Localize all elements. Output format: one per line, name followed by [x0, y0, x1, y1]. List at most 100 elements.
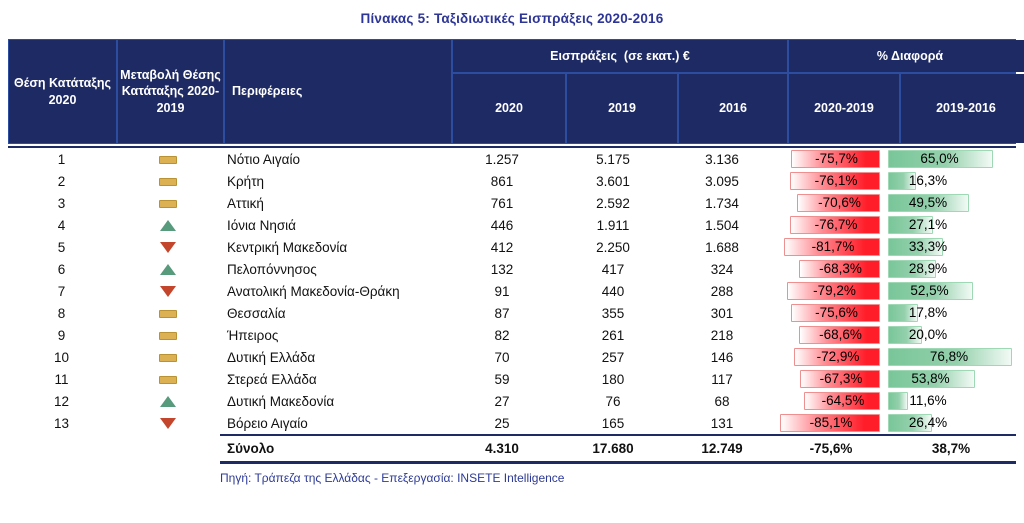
header-diff-2020-2019: 2020-2019: [789, 74, 899, 143]
diff-value: 20,0%: [908, 327, 948, 342]
receipts-2019-cell: 180: [601, 371, 625, 387]
total-top-rule: [220, 434, 1016, 436]
header-diff-group: % Διαφορά: [789, 40, 1024, 72]
rank-up-icon: [159, 220, 176, 232]
header-regions: Περιφέρειες: [225, 40, 451, 143]
receipts-2016-cell: 288: [710, 283, 734, 299]
positive-diff-bar: [888, 150, 993, 168]
region-cell: Αττική: [227, 195, 264, 211]
receipts-2020-cell: 25: [494, 415, 510, 431]
receipts-2019-cell: 5.175: [596, 151, 630, 167]
receipts-2020-cell: 1.257: [485, 151, 519, 167]
diff-2020-2019-cell: -85,1%: [776, 412, 886, 434]
receipts-2016-cell: 324: [710, 261, 734, 277]
header-rank-position: Θέση Κατάταξης 2020: [9, 40, 116, 143]
receipts-2020-cell: 446: [490, 217, 514, 233]
region-cell: Θεσσαλία: [227, 305, 286, 321]
diff-2019-2016-cell: 11,6%: [886, 390, 1016, 412]
diff-2020-2019-cell: -68,6%: [776, 324, 886, 346]
diff-2020-2019-cell: -75,7%: [776, 148, 886, 170]
table-row: 3 Αττική 761 2.592 1.734 -70,6% 49,5%: [8, 192, 1016, 214]
header-year-2020: 2020: [453, 74, 565, 143]
rank-cell: 7: [57, 283, 66, 299]
travel-receipts-table: Θέση Κατάταξης 2020 Μεταβολή Θέσης Κατάτ…: [8, 39, 1024, 485]
no-change-icon: [158, 353, 177, 362]
diff-2019-2016-cell: 52,5%: [886, 280, 1016, 302]
header-rank-change: Μεταβολή Θέσης Κατάταξης 2020-2019: [118, 40, 223, 143]
rank-cell: 9: [57, 327, 66, 343]
rank-cell: 1: [57, 151, 66, 167]
no-change-icon: [158, 375, 177, 384]
total-bottom-rule: [220, 460, 1016, 464]
diff-2020-2019-cell: -67,3%: [776, 368, 886, 390]
diff-2020-2019-cell: -79,2%: [776, 280, 886, 302]
receipts-2020-cell: 412: [490, 239, 514, 255]
positive-diff-bar: [888, 392, 908, 410]
rank-change-cell: [115, 328, 220, 343]
diff-value: 49,5%: [908, 195, 948, 210]
region-cell: Δυτική Ελλάδα: [227, 349, 316, 365]
negative-diff-bar: [797, 194, 880, 212]
total-2016: 12.749: [701, 440, 743, 456]
diff-2019-2016-cell: 28,9%: [886, 258, 1016, 280]
negative-diff-bar: [790, 216, 880, 234]
region-cell: Ανατολική Μακεδονία-Θράκη: [227, 283, 400, 299]
total-label: Σύνολο: [227, 440, 275, 456]
region-cell: Κρήτη: [227, 173, 265, 189]
receipts-2019-cell: 1.911: [596, 217, 630, 233]
receipts-2020-cell: 70: [494, 349, 510, 365]
positive-diff-bar: [888, 326, 922, 344]
diff-value: 17,8%: [908, 305, 948, 320]
receipts-2016-cell: 117: [711, 371, 733, 387]
positive-diff-bar: [888, 216, 933, 234]
diff-value: -79,2%: [813, 283, 856, 298]
receipts-2019-cell: 2.592: [596, 195, 630, 211]
receipts-2020-cell: 91: [494, 283, 510, 299]
rank-cell: 11: [54, 371, 69, 387]
diff-value: -72,9%: [816, 349, 860, 364]
positive-diff-bar: [888, 172, 916, 190]
negative-diff-bar: [799, 260, 880, 278]
receipts-2019-cell: 76: [605, 393, 621, 409]
rank-down-icon: [159, 418, 176, 430]
diff-2019-2016-cell: 53,8%: [886, 368, 1016, 390]
rank-cell: 2: [57, 173, 66, 189]
region-cell: Βόρειο Αιγαίο: [227, 415, 308, 431]
diff-2019-2016-cell: 27,1%: [886, 214, 1016, 236]
table-title: Πίνακας 5: Ταξιδιωτικές Εισπράξεις 2020-…: [360, 11, 664, 26]
diff-value: 65,0%: [920, 151, 959, 166]
rank-change-cell: [115, 416, 220, 431]
rank-cell: 10: [53, 349, 70, 365]
receipts-2019-cell: 440: [601, 283, 625, 299]
diff-2019-2016-cell: 33,3%: [886, 236, 1016, 258]
region-cell: Κεντρική Μακεδονία: [227, 239, 348, 255]
negative-diff-bar: [804, 392, 880, 410]
header-year-2019: 2019: [567, 74, 677, 143]
diff-value: -81,7%: [811, 239, 855, 254]
diff-2020-2019-cell: -76,7%: [776, 214, 886, 236]
no-change-icon: [158, 309, 177, 318]
diff-value: 52,5%: [910, 283, 949, 298]
table-row: 12 Δυτική Μακεδονία 27 76 68 -64,5% 11,6%: [8, 390, 1016, 412]
diff-2019-2016-cell: 65,0%: [886, 148, 1016, 170]
region-cell: Ήπειρος: [227, 327, 279, 343]
receipts-2020-cell: 27: [494, 393, 510, 409]
rank-change-cell: [115, 372, 220, 387]
region-cell: Πελοπόννησος: [227, 261, 317, 277]
diff-value: -75,6%: [815, 305, 858, 320]
header-receipts-group: Εισπράξεις (σε εκατ.) €: [453, 40, 787, 72]
rank-change-cell: [115, 196, 220, 211]
total-row: Σύνολο 4.310 17.680 12.749 -75,6% 38,7%: [8, 436, 1016, 460]
rank-change-cell: [115, 350, 220, 365]
positive-diff-bar: [888, 370, 975, 388]
rank-change-cell: [115, 218, 220, 233]
positive-diff-bar: [888, 282, 973, 300]
receipts-2016-cell: 131: [710, 415, 734, 431]
receipts-2016-cell: 1.734: [705, 195, 739, 211]
positive-diff-bar: [888, 414, 932, 432]
diff-value: -64,5%: [821, 393, 865, 408]
total-diff-2020-2019: -75,6%: [809, 440, 853, 456]
receipts-2020-cell: 761: [490, 195, 514, 211]
receipts-2016-cell: 1.504: [705, 217, 739, 233]
rank-change-cell: [115, 174, 220, 189]
